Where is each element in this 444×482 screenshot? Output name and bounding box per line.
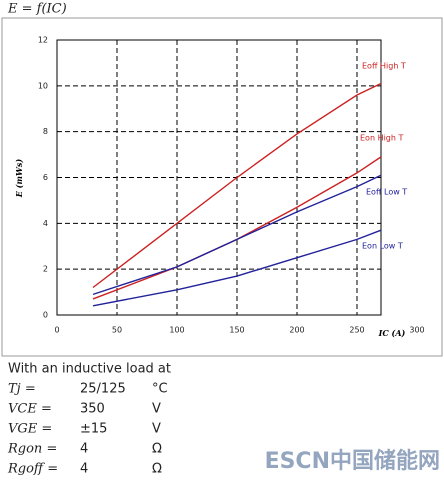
- x-tick-label: 50: [112, 326, 122, 335]
- condition-unit: °C: [152, 382, 168, 397]
- chart-frame: [1, 17, 443, 357]
- y-axis-label: E (mWs): [14, 159, 24, 199]
- condition-value: 4: [80, 462, 88, 477]
- y-tick-label: 6: [43, 173, 48, 182]
- condition-symbol: Tj =: [8, 382, 36, 397]
- x-tick-label: 150: [229, 326, 244, 335]
- y-tick-label: 10: [38, 81, 48, 90]
- y-tick-label: 12: [38, 36, 48, 45]
- condition-unit: V: [152, 422, 161, 437]
- condition-symbol: Rgon =: [7, 442, 57, 457]
- y-tick-label: 8: [43, 127, 48, 136]
- condition-symbol: Rgoff =: [7, 462, 58, 477]
- x-tick-label: 100: [169, 326, 184, 335]
- series-line: [92, 156, 382, 300]
- series-label: Eon Low T: [362, 242, 403, 251]
- condition-value: 4: [80, 442, 88, 457]
- x-axis-label: IC (A): [378, 328, 406, 338]
- x-tick-label: 200: [289, 326, 304, 335]
- series-line: [92, 82, 382, 289]
- condition-value: 350: [80, 402, 105, 417]
- condition-unit: Ω: [152, 442, 162, 457]
- series-line: [92, 229, 382, 307]
- y-tick-label: 0: [43, 311, 48, 320]
- conditions-heading: With an inductive load at: [8, 362, 171, 377]
- x-tick-label: 300: [409, 326, 424, 335]
- chart-title: E = f(IC): [7, 2, 67, 17]
- condition-value: 25/125: [80, 382, 126, 397]
- series-label: Eon High T: [360, 134, 403, 143]
- x-tick-label: 0: [54, 326, 59, 335]
- series-label: Eoff High T: [362, 62, 406, 71]
- series-label: Eoff Low T: [366, 188, 407, 197]
- condition-unit: V: [152, 402, 161, 417]
- watermark: ESCN中国储能网: [265, 448, 440, 474]
- condition-value: ±15: [80, 422, 107, 437]
- condition-symbol: VCE =: [8, 402, 52, 417]
- condition-unit: Ω: [152, 462, 162, 477]
- x-tick-label: 250: [349, 326, 364, 335]
- y-tick-label: 2: [43, 265, 48, 274]
- condition-symbol: VGE =: [8, 422, 52, 437]
- y-tick-label: 4: [43, 219, 48, 228]
- series-line: [92, 174, 382, 296]
